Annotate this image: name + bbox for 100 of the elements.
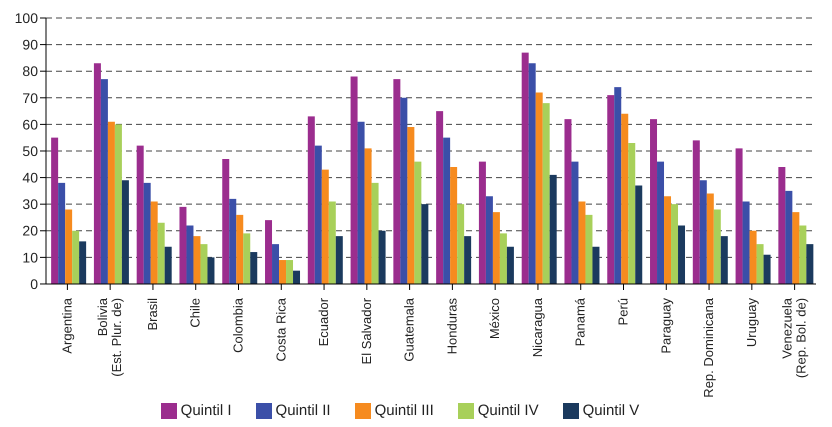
- bar: [664, 196, 672, 284]
- bar: [614, 87, 622, 284]
- x-tick-label: Paraguay: [658, 297, 674, 354]
- bar: [421, 204, 428, 284]
- y-tick-label: 20: [22, 222, 38, 239]
- bar: [585, 214, 592, 284]
- bar: [700, 180, 707, 284]
- bar: [272, 244, 280, 284]
- bar: [592, 246, 600, 284]
- bar: [464, 236, 472, 284]
- bar: [536, 92, 543, 284]
- bar: [692, 140, 700, 284]
- bar: [314, 146, 322, 284]
- bar: [742, 202, 750, 284]
- bar: [443, 138, 450, 284]
- x-tick-label: Guatemala: [402, 297, 417, 362]
- bar: [79, 241, 86, 284]
- bar: [108, 122, 115, 284]
- bar: [407, 127, 414, 284]
- bar: [100, 79, 108, 284]
- bar: [358, 122, 365, 284]
- y-tick-label: 80: [22, 63, 38, 80]
- bar: [542, 103, 550, 284]
- bar: [144, 182, 151, 284]
- bar: [750, 230, 757, 284]
- x-tick-label: Nicaragua: [530, 297, 545, 358]
- bar: [243, 233, 250, 284]
- bar: [635, 186, 642, 284]
- bar: [286, 260, 294, 284]
- bar: [628, 143, 636, 284]
- bar: [706, 194, 714, 284]
- y-tick-label: 70: [22, 90, 38, 106]
- bar: [72, 230, 80, 284]
- bar: [293, 270, 300, 284]
- y-tick-label: 60: [22, 116, 38, 132]
- x-tick-label: Uruguay: [744, 297, 759, 348]
- bar: [714, 210, 721, 284]
- bar: [400, 98, 408, 284]
- bar: [393, 79, 400, 284]
- y-tick-label: 0: [30, 276, 38, 292]
- bar: [678, 225, 686, 284]
- x-tick-label: Brasil: [144, 298, 160, 330]
- bar: [778, 166, 786, 284]
- bar: [236, 214, 244, 284]
- bar: [179, 206, 186, 284]
- bar: [364, 148, 372, 284]
- bar: [114, 124, 122, 284]
- y-tick-label: 90: [22, 36, 38, 53]
- bar: [136, 146, 144, 284]
- legend-label: Quintil II: [276, 402, 331, 419]
- bar: [799, 225, 806, 284]
- bar: [308, 116, 315, 284]
- bar: [122, 180, 129, 284]
- bar: [378, 230, 386, 284]
- bar: [578, 202, 586, 284]
- bar: [150, 202, 158, 284]
- bar: [328, 202, 336, 284]
- bar: [500, 233, 507, 284]
- bar: [792, 212, 800, 284]
- legend-label: Quintil I: [180, 402, 232, 419]
- x-tick-label: Panamá: [572, 297, 588, 346]
- bar: [478, 162, 486, 284]
- bar: [200, 244, 208, 284]
- x-tick-label: Honduras: [444, 297, 460, 354]
- bar: [736, 148, 743, 284]
- bar: [785, 190, 792, 284]
- x-tick-label: Venezuela (Rep. Bol. de): [780, 297, 809, 378]
- bar: [336, 236, 343, 284]
- legend-label: Quintil III: [374, 402, 434, 419]
- y-tick-label: 10: [22, 249, 38, 266]
- bar: [372, 182, 379, 284]
- legend-label: Quintil V: [582, 402, 640, 419]
- bar: [65, 210, 72, 284]
- bar: [621, 114, 628, 284]
- bar: [806, 244, 814, 284]
- bar: [229, 198, 236, 284]
- bar: [207, 257, 214, 284]
- y-tick-label: 30: [22, 196, 38, 212]
- bar: [550, 174, 557, 284]
- bar: [250, 252, 258, 284]
- bar: [486, 196, 493, 284]
- bar: [450, 166, 458, 284]
- bar: [164, 246, 172, 284]
- bar: [322, 170, 329, 284]
- bar: [350, 76, 358, 284]
- x-tick-label: Ecuador: [316, 297, 332, 346]
- bar: [158, 222, 165, 284]
- bar: [265, 220, 272, 284]
- x-tick-label: México: [487, 298, 502, 340]
- x-tick-label: Bolivia (Est. Plur. de): [95, 297, 124, 377]
- bar: [506, 246, 514, 284]
- y-tick-label: 40: [22, 170, 38, 186]
- y-tick-label: 100: [14, 10, 38, 26]
- legend-label: Quintil IV: [478, 402, 539, 419]
- bar: [414, 162, 422, 284]
- bar: [764, 254, 771, 284]
- bar: [193, 236, 200, 284]
- bar: [528, 63, 536, 284]
- bar: [756, 244, 764, 284]
- x-tick-label: Argentina: [59, 297, 74, 354]
